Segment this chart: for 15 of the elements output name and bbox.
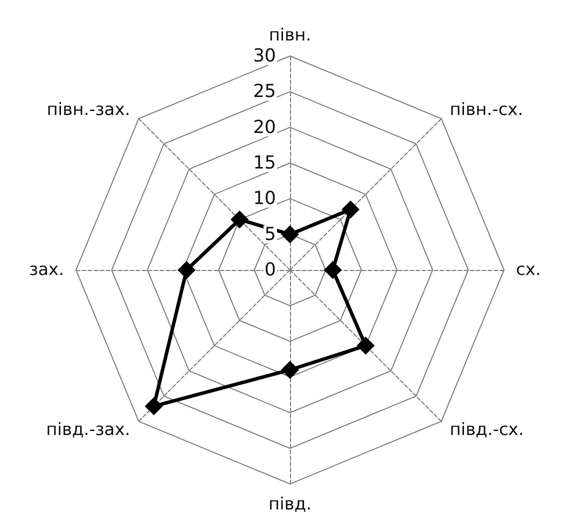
spoke-label: півд.-сх.: [450, 420, 524, 440]
spoke-label: півн.-сх.: [450, 100, 524, 120]
y-tick-label: 25: [253, 81, 276, 102]
y-tick-label: 10: [253, 188, 276, 210]
spoke-label: півн.: [268, 26, 312, 46]
spoke-label: півн.-зах.: [46, 100, 130, 120]
spoke-label: зах.: [29, 260, 64, 280]
spoke-label: півд.: [268, 494, 312, 514]
y-tick-label: 5: [264, 224, 276, 245]
y-tick-label: 30: [253, 46, 276, 66]
y-tick-label: 20: [253, 116, 276, 138]
y-tick-label: 0: [264, 260, 276, 280]
spoke-label: півд.-зах.: [46, 420, 130, 440]
spoke-label: сх.: [516, 260, 541, 280]
y-tick-label: 15: [253, 152, 276, 174]
